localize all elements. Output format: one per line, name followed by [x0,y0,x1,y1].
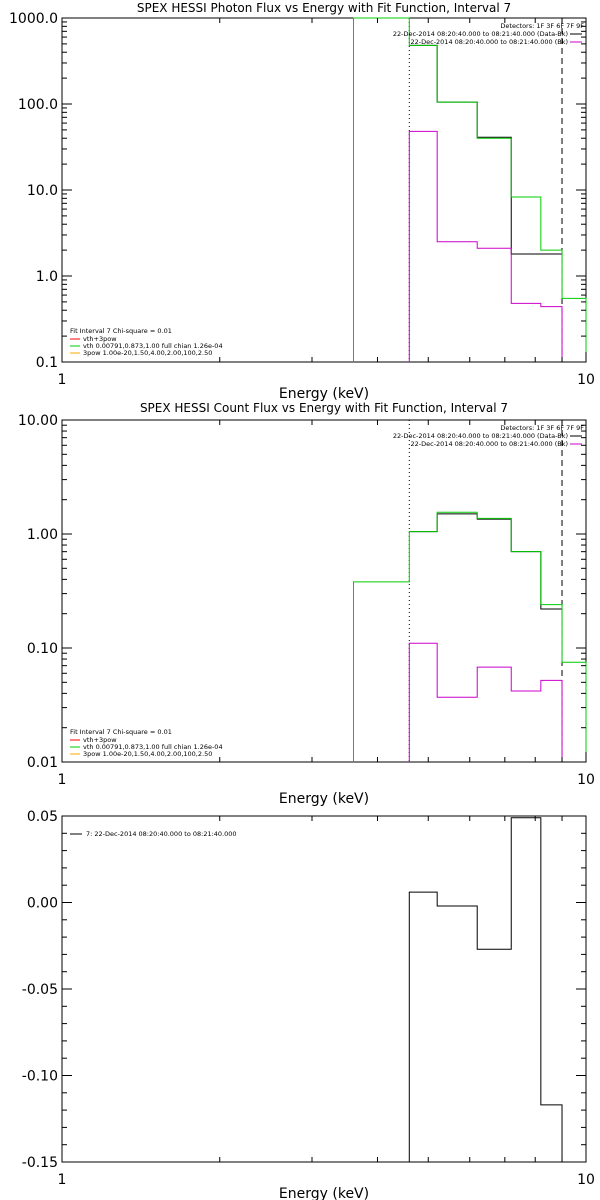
x-tick-label: 10 [577,772,595,788]
y-tick-label: 0.01 [27,755,58,771]
legend-interval: 7: 22-Dec-2014 08:20:40.000 to 08:21:40.… [86,830,237,838]
y-tick-labels: 0.01 0.10 1.00 10.00 [18,413,58,771]
y-tick-labels: -0.15 -0.10 -0.05 0.00 0.05 [22,809,58,1171]
legend-3pow: 3pow 1.00e-20,1.50,4.00,2.00,100,2.50 [83,750,212,758]
legend-3pow: 3pow 1.00e-20,1.50,4.00,2.00,100,2.50 [83,349,212,357]
legend-model: vth+3pow [83,335,117,343]
axis-ticks [61,815,587,1163]
series-line [353,17,587,362]
legend-entry-data: 22-Dec-2014 08:20:40.000 to 08:21:40.000… [393,432,568,440]
x-tick-labels: 1 10 [58,1172,595,1188]
x-tick-labels: 1 10 [58,772,595,788]
series-line [408,642,563,762]
legend-vth: vth 0.00791,0.873,1.00 full chian 1.26e-… [83,743,223,751]
y-tick-labels: 0.1 1.0 10.0 100.0 1000.0 [9,11,58,371]
plot-frame [61,419,587,763]
legend-bottom: Fit Interval 7 Chi-square = 0.01 vth+3po… [70,327,223,357]
series-line [409,513,563,610]
axis-ticks [61,419,587,763]
x-tick-labels: 1 10 [58,372,595,388]
legend-fit-info: Fit Interval 7 Chi-square = 0.01 [70,728,172,736]
residuals-panel: -0.15 -0.10 -0.05 0.00 0.05 1 10 Energy … [22,809,595,1200]
x-axis-label: Energy (keV) [279,386,369,402]
plot-area [408,817,563,1162]
axis-ticks [61,17,587,363]
panel-title: SPEX HESSI Photon Flux vs Energy with Fi… [137,1,511,15]
legend-top: Detectors: 1F 3F 6F 7F 9F 22-Dec-2014 08… [393,22,584,46]
panel-title: SPEX HESSI Count Flux vs Energy with Fit… [140,401,508,415]
legend-entry-bk: 22-Dec-2014 08:20:40.000 to 08:21:40.000… [411,38,569,46]
x-tick-label: 1 [58,372,67,388]
y-tick-label: 1.0 [36,269,58,285]
x-axis-label: Energy (keV) [279,791,369,807]
x-axis-label: Energy (keV) [279,1186,369,1200]
series-line [408,817,563,1162]
series-line [408,130,563,362]
y-tick-label: 100.0 [18,97,58,113]
y-tick-label: -0.15 [22,1155,58,1171]
plot-area [353,17,587,362]
y-tick-label: 1.00 [27,527,58,543]
legend-top: 7: 22-Dec-2014 08:20:40.000 to 08:21:40.… [70,830,237,838]
legend-bottom: Fit Interval 7 Chi-square = 0.01 vth+3po… [70,728,223,758]
x-tick-label: 1 [58,1172,67,1188]
y-tick-label: 1000.0 [9,11,58,27]
y-tick-label: 10.00 [18,413,58,429]
y-tick-label: -0.10 [22,1069,58,1085]
series-line [409,44,563,255]
y-tick-label: -0.05 [22,982,58,998]
legend-entry-bk: 22-Dec-2014 08:20:40.000 to 08:21:40.000… [411,440,569,448]
series-line [353,511,587,762]
count-flux-panel: SPEX HESSI Count Flux vs Energy with Fit… [18,401,595,807]
legend-fit-info: Fit Interval 7 Chi-square = 0.01 [70,327,172,335]
legend-top: Detectors: 1F 3F 6F 7F 9F 22-Dec-2014 08… [393,424,584,448]
y-tick-label: 0.1 [36,355,58,371]
legend-model: vth+3pow [83,736,117,744]
y-tick-label: 10.0 [27,183,58,199]
legend-detectors: Detectors: 1F 3F 6F 7F 9F [500,22,584,30]
y-tick-label: 0.10 [27,641,58,657]
y-tick-label: 0.05 [27,809,58,825]
x-tick-label: 1 [58,772,67,788]
y-tick-label: 0.00 [27,896,58,912]
x-tick-label: 10 [577,1172,595,1188]
plot-frame [61,815,587,1163]
legend-vth: vth 0.00791,0.873,1.00 full chian 1.26e-… [83,342,223,350]
photon-flux-panel: SPEX HESSI Photon Flux vs Energy with Fi… [9,1,595,402]
plot-frame [61,17,587,363]
x-tick-label: 10 [577,372,595,388]
legend-detectors: Detectors: 1F 3F 6F 7F 9F [500,424,584,432]
plot-area [353,420,587,762]
legend-entry-data: 22-Dec-2014 08:20:40.000 to 08:21:40.000… [393,30,568,38]
